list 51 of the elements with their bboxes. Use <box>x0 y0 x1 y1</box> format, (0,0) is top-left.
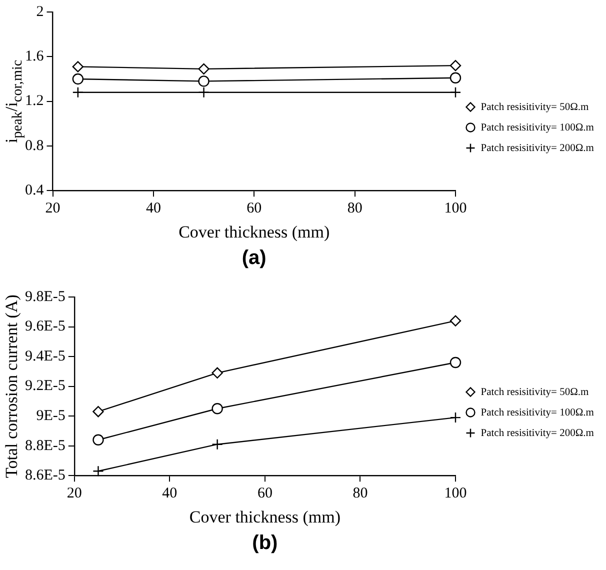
x-tick-label: 100 <box>444 486 467 502</box>
text: (a) <box>242 247 266 270</box>
point <box>72 86 84 98</box>
y-tick-label: 9.6E-5 <box>24 318 66 335</box>
y-tick-label: 9.4E-5 <box>24 348 66 364</box>
y-axis-title: Total corrosion current (A) <box>2 294 22 478</box>
point <box>450 412 462 424</box>
y-tick-label: 0.4 <box>25 182 44 199</box>
legend-label: Patch resisitivity= 200Ω.m <box>480 142 594 154</box>
y-tick-label: 1.6 <box>25 48 44 65</box>
point <box>198 86 210 98</box>
point <box>92 434 104 446</box>
x-axis-title: Cover thickness (mm) <box>189 507 340 526</box>
point <box>198 63 210 75</box>
y-tick-label: 0.8 <box>25 138 44 154</box>
x-tick-label: 20 <box>45 200 60 217</box>
legend-label: Patch resisitivity= 100Ω.m <box>480 122 594 134</box>
point <box>450 60 462 72</box>
text: (b) <box>252 532 278 555</box>
point <box>198 76 210 87</box>
point <box>212 438 223 450</box>
x-tick-label: 60 <box>257 486 272 502</box>
point <box>92 466 104 477</box>
point <box>450 72 462 84</box>
x-axis-title: Cover thickness (mm) <box>178 222 330 242</box>
legend-label: Patch resisitivity= 50Ω.m <box>480 102 589 113</box>
point <box>72 73 84 85</box>
point <box>212 367 223 379</box>
y-tick-label: 8.6E-5 <box>24 468 66 484</box>
x-tick-label: 20 <box>66 486 82 502</box>
x-tick-label: 80 <box>347 200 362 217</box>
point <box>72 61 84 72</box>
point <box>450 315 462 326</box>
legend-label: Patch resisitivity= 200Ω.m <box>480 428 594 439</box>
x-tick-label: 80 <box>352 486 368 502</box>
y-tick-label: 9.2E-5 <box>24 378 66 394</box>
x-tick-label: 40 <box>146 200 161 217</box>
y-tick-label: 9E-5 <box>36 408 66 424</box>
x-tick-label: 40 <box>162 486 178 502</box>
point <box>450 86 462 98</box>
y-tick-label: 2 <box>36 4 44 20</box>
x-tick-label: 100 <box>444 200 467 217</box>
legend-label: Patch resisitivity= 50Ω.m <box>480 386 589 398</box>
y-tick-label: 9.8E-5 <box>24 288 66 305</box>
point <box>212 403 223 414</box>
x-tick-label: 60 <box>246 200 262 217</box>
y-tick-label: 8.8E-5 <box>24 438 66 454</box>
y-tick-label: 1.2 <box>25 93 44 110</box>
point <box>450 356 462 368</box>
legend-label: Patch resisitivity= 100Ω.m <box>480 407 594 418</box>
point <box>92 406 104 418</box>
